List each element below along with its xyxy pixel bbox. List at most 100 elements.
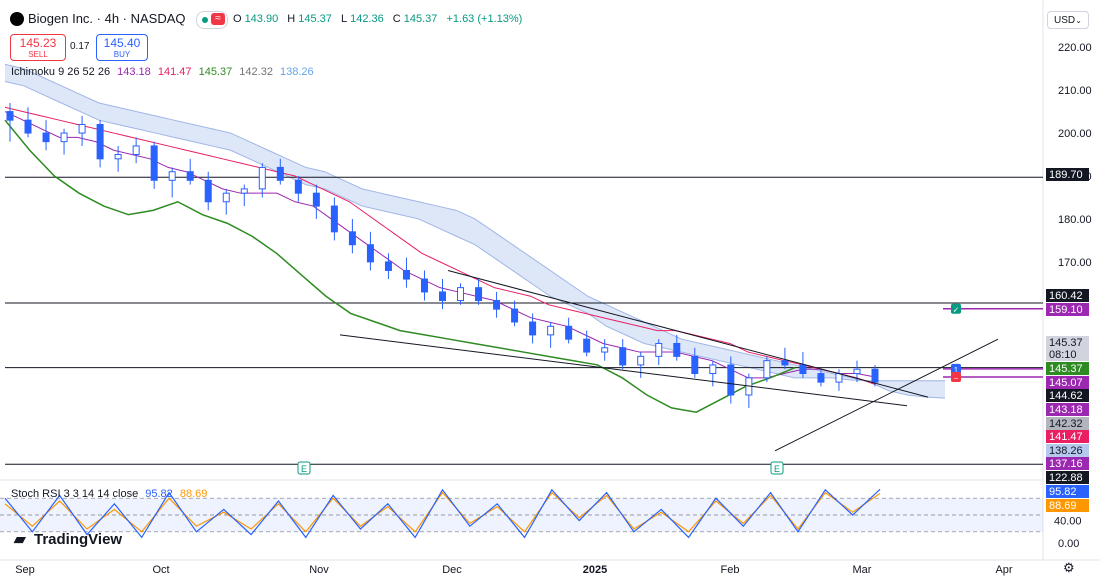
sell-button[interactable]: 145.23 SELL — [10, 34, 66, 61]
stoch-d-value: 88.69 — [179, 488, 208, 500]
price-axis-label: 144.62 — [1049, 390, 1083, 402]
ohlc-label-low: L — [340, 13, 348, 25]
candle-body — [402, 269, 410, 280]
trendline-lower — [339, 334, 908, 407]
ichimoku-span-a — [4, 81, 945, 382]
price-axis-label: 122.88 — [1049, 472, 1083, 484]
spread-value: 0.17 — [70, 41, 90, 52]
candle-body — [619, 347, 627, 366]
price-axis-label: 88.69 — [1049, 500, 1077, 512]
price-axis-label: 145.37 — [1049, 337, 1083, 349]
ichimoku-conversion-value: 143.18 — [117, 66, 151, 78]
candle-body — [763, 360, 771, 379]
y-axis-tick-label: 200.00 — [1058, 128, 1092, 140]
buy-button[interactable]: 145.40 BUY — [96, 34, 148, 61]
settings-gear-icon[interactable]: ⚙ — [1063, 560, 1075, 575]
candle-body — [601, 347, 609, 353]
ohlc-change: +1.63 (+1.13%) — [446, 13, 523, 25]
price-axis-label-bg — [1046, 444, 1089, 457]
candle-body — [457, 287, 465, 302]
candle-body — [24, 119, 32, 134]
candle-body — [727, 364, 735, 396]
ichimoku-legend[interactable]: Ichimoku 9 26 52 26 143.18 141.47 145.37… — [11, 66, 318, 78]
candle-body — [96, 123, 104, 160]
tradingview-logo: ▰ TradingView — [14, 530, 122, 548]
buy-label: BUY — [113, 50, 131, 59]
earnings-marker-label: E — [301, 464, 307, 474]
price-axis-label-bg — [1046, 336, 1089, 349]
indicator-toggle-pill[interactable]: ≈ — [196, 11, 228, 29]
stoch-axis-tick: 40.00 — [1054, 516, 1082, 528]
candle-body — [475, 287, 483, 302]
price-axis-label: 145.07 — [1049, 377, 1083, 389]
y-axis-tick-label: 210.00 — [1058, 85, 1092, 97]
sell-price: 145.23 — [19, 36, 57, 50]
candle-body — [294, 179, 302, 194]
symbol-title[interactable]: Biogen Inc. · 4h · NASDAQ — [28, 11, 186, 26]
buy-price: 145.40 — [103, 36, 141, 50]
price-axis-label: 142.32 — [1049, 418, 1083, 430]
earnings-marker-label: E — [774, 464, 780, 474]
trendline-rising — [774, 338, 999, 452]
status-dot-icon — [202, 17, 208, 23]
ichimoku-lagging-line — [4, 119, 796, 413]
ohlc-value-open: 143.90 — [244, 13, 279, 25]
order-marker-icon — [951, 363, 961, 374]
order-marker-glyph: − — [954, 374, 959, 383]
indicator-wave-icon: ≈ — [211, 13, 225, 25]
candle-body — [673, 342, 681, 357]
x-axis-tick-label: Oct — [152, 564, 169, 576]
stoch-k-value: 95.82 — [145, 488, 173, 500]
y-axis-tick-label: 220.00 — [1058, 42, 1092, 54]
stoch-axis-tick: 0.00 — [1058, 538, 1079, 550]
order-marker-glyph: ✓ — [953, 306, 960, 315]
earnings-marker-icon — [770, 461, 784, 475]
candle-body — [655, 342, 663, 357]
candle-body — [240, 188, 248, 194]
ichimoku-label: Ichimoku 9 26 52 26 — [11, 66, 111, 78]
ichimoku-base-line — [4, 106, 876, 385]
earnings-marker-icon — [297, 461, 311, 475]
price-axis-label: 138.26 — [1049, 445, 1083, 457]
candle-body — [565, 325, 573, 340]
candle-body — [493, 300, 501, 310]
candle-body — [529, 321, 537, 336]
order-marker-icon — [951, 303, 961, 314]
price-axis-label: 95.82 — [1049, 486, 1077, 498]
candle-body — [439, 291, 446, 302]
x-axis-tick-label: Feb — [721, 564, 740, 576]
price-axis-label-bg — [1046, 499, 1089, 512]
price-axis-label-bg — [1046, 430, 1089, 443]
candle-body — [366, 244, 374, 263]
stoch-rsi-legend[interactable]: Stoch RSI 3 3 14 14 close 95.82 88.69 — [11, 488, 211, 500]
ichimoku-cloud — [5, 64, 945, 399]
candle-body — [204, 179, 212, 203]
x-axis-tick-label: Dec — [442, 564, 462, 576]
candle-body — [78, 123, 86, 134]
candle-body — [871, 368, 879, 383]
candle-body — [186, 171, 194, 181]
ohlc-value-close: 145.37 — [403, 13, 438, 25]
candle-body — [258, 166, 266, 190]
biogen-logo-icon — [10, 12, 24, 26]
price-axis-label-bg — [1046, 417, 1089, 430]
order-marker-icon — [951, 372, 961, 383]
chevron-down-icon: ⌄ — [1075, 16, 1082, 25]
currency-select[interactable]: USD ⌄ — [1047, 11, 1089, 29]
price-axis-label-bg — [1046, 457, 1089, 470]
tradingview-wordmark: TradingView — [34, 531, 123, 548]
price-axis-label-bg — [1046, 389, 1089, 402]
candle-body — [420, 278, 428, 293]
candle-body — [150, 145, 158, 181]
ichimoku-span-a-value: 142.32 — [239, 66, 273, 78]
stoch-d-line — [4, 491, 881, 533]
price-axis-label: 08:10 — [1049, 349, 1077, 361]
ohlc-value-high: 145.37 — [298, 13, 332, 25]
ohlc-label-close: C — [392, 13, 401, 25]
candle-body — [276, 166, 284, 181]
candle-body — [168, 171, 176, 181]
ichimoku-lagging-value: 145.37 — [198, 66, 233, 78]
price-axis-label-bg — [1046, 376, 1089, 389]
candle-body — [547, 325, 555, 336]
